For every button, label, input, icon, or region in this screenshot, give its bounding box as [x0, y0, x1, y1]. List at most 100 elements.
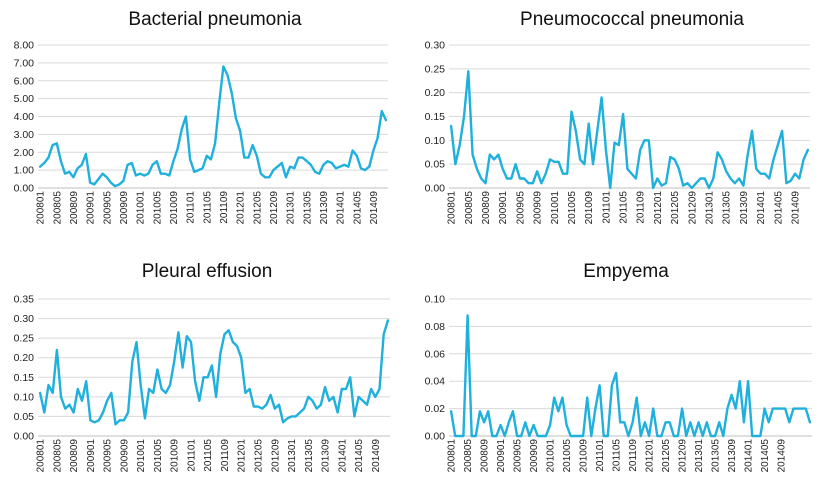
y-tick-label: 1.00 [14, 165, 35, 177]
x-tick-label: 201105 [202, 191, 213, 224]
x-tick-label: 201301 [705, 191, 716, 225]
x-tick-label: 201301 [694, 439, 705, 473]
x-tick-label: 201009 [169, 191, 180, 225]
x-tick-label: 201405 [760, 439, 771, 473]
x-tick-label: 201405 [352, 191, 363, 225]
x-tick-label: 200905 [103, 439, 114, 473]
y-tick-label: 0.25 [425, 63, 446, 75]
x-tick-label: 200801 [36, 191, 47, 225]
x-tick-label: 200805 [52, 191, 63, 225]
y-tick-label: 0.20 [425, 87, 446, 99]
y-tick-label: 8.00 [14, 40, 35, 52]
x-tick-label: 201305 [302, 191, 313, 225]
x-tick-label: 200801 [447, 191, 458, 225]
x-tick-label: 200809 [69, 439, 80, 473]
x-tick-label: 200909 [533, 191, 544, 225]
x-tick-label: 200809 [481, 191, 492, 225]
y-tick-label: 6.00 [14, 75, 35, 87]
x-tick-label: 200909 [119, 439, 130, 473]
x-tick-label: 201205 [661, 439, 672, 473]
x-tick-label: 201205 [252, 191, 263, 225]
series-line [449, 69, 810, 190]
x-tick-label: 201101 [595, 439, 606, 472]
x-tick-label: 201101 [186, 439, 197, 472]
x-tick-label: 201205 [670, 191, 681, 225]
x-tick-label: 200901 [86, 439, 97, 473]
x-tick-label: 201001 [546, 439, 557, 473]
x-tick-label: 201405 [773, 191, 784, 225]
y-tick-label: 0.00 [14, 431, 35, 443]
x-tick-label: 200901 [86, 191, 97, 225]
y-tick-label: 0.30 [425, 40, 446, 52]
y-tick-label: 0.15 [425, 111, 446, 123]
x-tick-label: 200805 [52, 439, 63, 473]
y-tick-label: 0.25 [14, 333, 35, 345]
x-tick-label: 201309 [321, 439, 332, 473]
x-tick-label: 201001 [136, 191, 147, 225]
x-tick-label: 201005 [153, 439, 164, 473]
chart-title: Pneumococcal pneumonia [520, 9, 744, 30]
x-tick-label: 201009 [170, 439, 181, 473]
y-tick-label: 0.06 [425, 348, 446, 360]
x-tick-label: 200805 [463, 439, 474, 473]
chart-title: Empyema [583, 261, 669, 282]
x-tick-label: 200905 [102, 191, 113, 225]
x-tick-label: 201301 [287, 439, 298, 473]
x-tick-label: 200801 [447, 439, 458, 473]
y-tick-label: 4.00 [14, 111, 35, 123]
x-tick-label: 201009 [584, 191, 595, 225]
series-line [38, 65, 388, 188]
x-tick-label: 200909 [119, 191, 130, 225]
x-tick-label: 201409 [777, 439, 788, 473]
x-tick-label: 201105 [619, 191, 630, 224]
y-tick-label: 0.04 [425, 376, 446, 388]
y-tick-label: 0.08 [425, 321, 446, 333]
x-tick-label: 201209 [678, 439, 689, 473]
y-tick-label: 0.10 [425, 294, 446, 306]
x-tick-label: 201109 [219, 191, 230, 224]
x-tick-label: 201305 [304, 439, 315, 473]
x-tick-label: 200801 [36, 439, 47, 473]
x-tick-label: 201209 [269, 191, 280, 225]
x-tick-label: 201101 [601, 191, 612, 224]
x-tick-label: 201105 [612, 439, 623, 472]
chart-title: Pleural effusion [142, 261, 273, 282]
y-tick-label: 0.05 [425, 159, 446, 171]
x-tick-label: 201405 [354, 439, 365, 473]
x-tick-label: 201201 [645, 439, 656, 473]
x-tick-label: 201401 [336, 191, 347, 225]
x-tick-label: 201309 [727, 439, 738, 473]
y-tick-label: 0.15 [14, 372, 35, 384]
y-tick-label: 0.00 [14, 183, 35, 195]
y-tick-label: 7.00 [14, 57, 35, 69]
x-tick-label: 201209 [687, 191, 698, 225]
x-tick-label: 201401 [756, 191, 767, 225]
series-line [449, 314, 812, 438]
y-tick-label: 0.10 [425, 135, 446, 147]
x-tick-label: 201005 [567, 191, 578, 225]
x-tick-label: 200809 [480, 439, 491, 473]
x-tick-label: 200805 [464, 191, 475, 225]
x-tick-label: 200901 [498, 191, 509, 225]
x-tick-label: 201109 [220, 439, 231, 472]
x-tick-label: 201309 [319, 191, 330, 225]
y-tick-label: 0.30 [14, 313, 35, 325]
x-tick-label: 201001 [550, 191, 561, 225]
x-tick-label: 201401 [337, 439, 348, 473]
x-tick-label: 201109 [628, 439, 639, 472]
x-tick-label: 201009 [579, 439, 590, 473]
x-tick-label: 201201 [236, 191, 247, 225]
x-tick-label: 201401 [744, 439, 755, 473]
x-tick-label: 200905 [515, 191, 526, 225]
x-tick-label: 201409 [790, 191, 801, 225]
y-tick-label: 0.05 [14, 411, 35, 423]
x-tick-label: 201005 [152, 191, 163, 225]
x-tick-label: 201001 [136, 439, 147, 473]
x-tick-label: 201201 [653, 191, 664, 225]
y-tick-label: 0.10 [14, 391, 35, 403]
x-tick-label: 200901 [496, 439, 507, 473]
y-tick-label: 2.00 [14, 147, 35, 159]
x-tick-label: 201101 [186, 191, 197, 224]
x-tick-label: 201301 [286, 191, 297, 225]
